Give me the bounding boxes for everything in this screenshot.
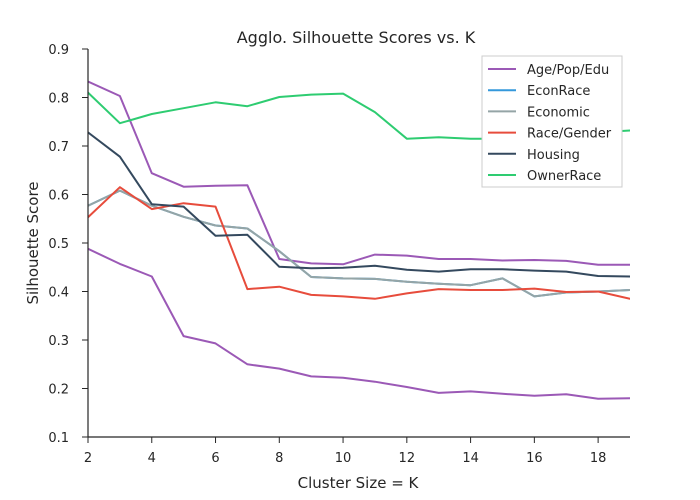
- series-line-age-pop-edu-2: [88, 247, 630, 400]
- y-tick-label: 0.2: [48, 383, 69, 398]
- chart-title: Agglo. Silhouette Scores vs. K: [237, 28, 476, 47]
- y-axis-title: Silhouette Score: [24, 181, 42, 304]
- series-line-age-pop-edu: [88, 80, 630, 266]
- y-tick-label: 0.5: [48, 237, 69, 252]
- y-ticks: 0.1 0.2 0.3 0.4 0.5 0.6 0.7 0.8 0.9: [48, 43, 88, 446]
- legend: Age/Pop/Edu EconRace Economic Race/Gender Ho…: [481, 55, 623, 188]
- y-tick-label: 0.4: [48, 286, 69, 301]
- series-line-housing: [88, 131, 630, 278]
- legend-label-housing: Housing: [527, 148, 580, 163]
- x-tick-label: 6: [211, 451, 219, 466]
- y-tick-label: 0.1: [48, 431, 69, 446]
- plot-lines: [88, 80, 630, 400]
- x-tick-label: 14: [462, 451, 479, 466]
- series-line-race-gender: [88, 186, 630, 300]
- x-axis-title: Cluster Size = K: [298, 474, 420, 492]
- legend-label-ownerrace: OwnerRace: [527, 169, 601, 184]
- y-tick-label: 0.9: [48, 43, 69, 58]
- x-ticks: 2 4 6 8 10 12 14 16 18: [84, 437, 607, 466]
- legend-label-econrace: EconRace: [527, 84, 590, 99]
- series-line-economic: [88, 189, 630, 298]
- x-tick-label: 18: [590, 451, 607, 466]
- x-tick-label: 8: [275, 451, 283, 466]
- legend-label-age-pop-edu: Age/Pop/Edu: [527, 63, 609, 78]
- y-tick-label: 0.3: [48, 334, 69, 349]
- legend-label-race-gender: Race/Gender: [527, 127, 612, 142]
- x-tick-label: 4: [148, 451, 156, 466]
- legend-label-economic: Economic: [527, 105, 590, 120]
- x-tick-label: 10: [335, 451, 352, 466]
- y-tick-label: 0.8: [48, 92, 69, 107]
- y-tick-label: 0.7: [48, 140, 69, 155]
- x-tick-label: 12: [399, 451, 416, 466]
- legend-box: [481, 55, 623, 188]
- x-tick-label: 16: [526, 451, 543, 466]
- x-tick-label: 2: [84, 451, 92, 466]
- y-tick-label: 0.6: [48, 189, 69, 204]
